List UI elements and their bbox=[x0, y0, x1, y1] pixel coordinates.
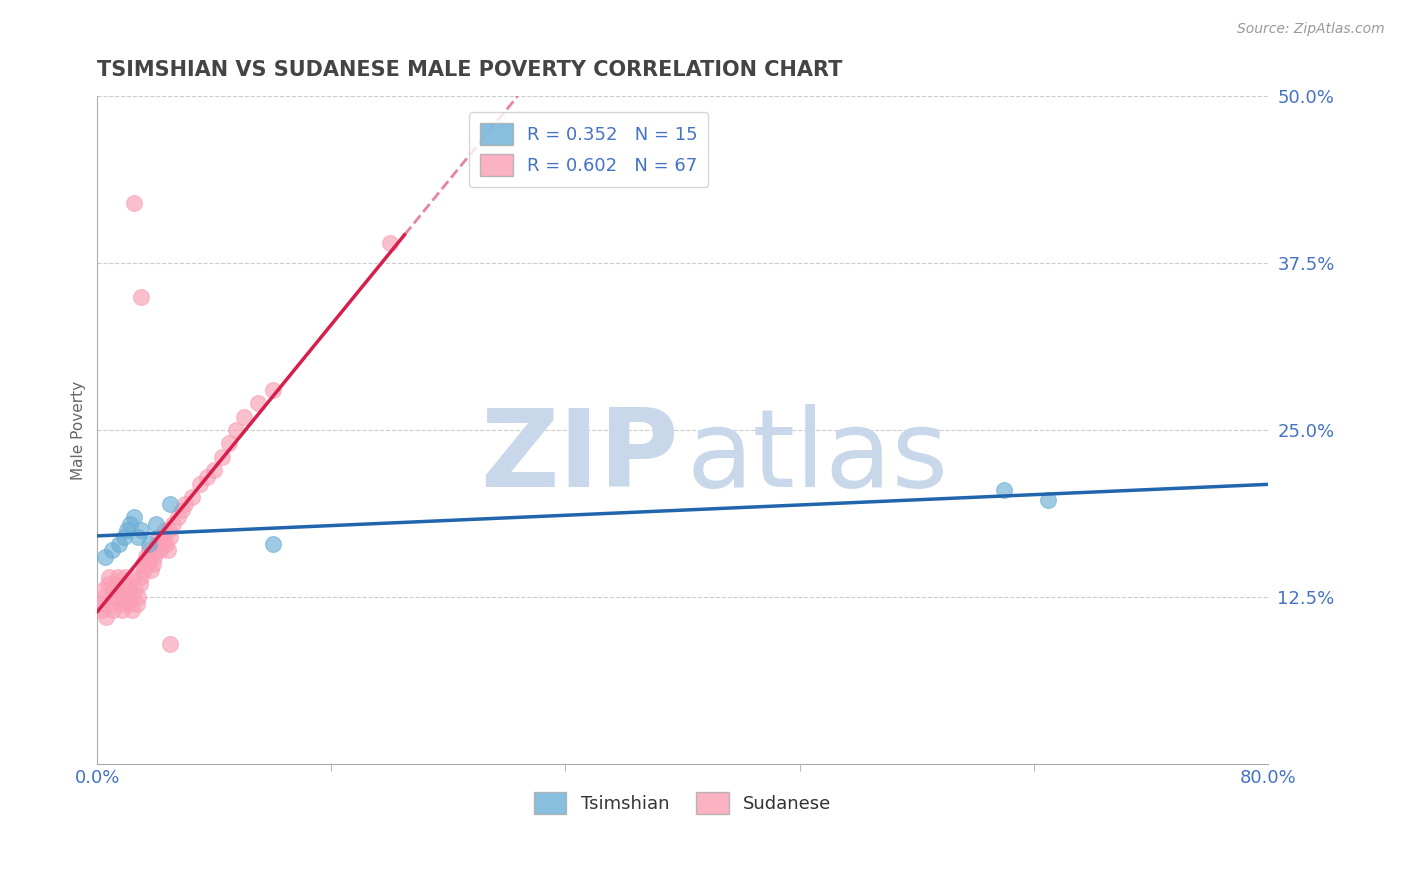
Point bbox=[148, 530, 170, 544]
Text: atlas: atlas bbox=[686, 404, 948, 510]
Point bbox=[188, 476, 211, 491]
Point bbox=[105, 576, 128, 591]
Point bbox=[150, 536, 173, 550]
Point bbox=[127, 530, 149, 544]
Point bbox=[121, 603, 143, 617]
Point bbox=[181, 490, 204, 504]
Point bbox=[136, 557, 159, 571]
Text: Source: ZipAtlas.com: Source: ZipAtlas.com bbox=[1237, 22, 1385, 37]
Point bbox=[125, 597, 148, 611]
Point bbox=[247, 396, 270, 410]
Point bbox=[101, 543, 124, 558]
Point bbox=[115, 523, 138, 537]
Point bbox=[138, 543, 160, 558]
Point bbox=[90, 603, 112, 617]
Point bbox=[145, 516, 167, 531]
Point bbox=[114, 570, 136, 584]
Point bbox=[122, 570, 145, 584]
Point bbox=[89, 597, 111, 611]
Text: ZIP: ZIP bbox=[481, 404, 679, 510]
Point bbox=[174, 497, 197, 511]
Point bbox=[135, 549, 157, 564]
Point bbox=[1038, 492, 1060, 507]
Point bbox=[146, 536, 169, 550]
Point bbox=[157, 523, 180, 537]
Point bbox=[149, 543, 172, 558]
Point bbox=[122, 196, 145, 211]
Point bbox=[155, 536, 177, 550]
Point bbox=[142, 557, 165, 571]
Point bbox=[211, 450, 233, 464]
Point bbox=[195, 470, 218, 484]
Point bbox=[122, 509, 145, 524]
Point bbox=[145, 543, 167, 558]
Text: TSIMSHIAN VS SUDANESE MALE POVERTY CORRELATION CHART: TSIMSHIAN VS SUDANESE MALE POVERTY CORRE… bbox=[97, 60, 842, 79]
Point bbox=[141, 563, 163, 577]
Point bbox=[143, 549, 166, 564]
Point bbox=[91, 583, 114, 598]
Point bbox=[159, 497, 181, 511]
Point bbox=[108, 583, 131, 598]
Point bbox=[138, 536, 160, 550]
Point bbox=[97, 576, 120, 591]
Point bbox=[118, 516, 141, 531]
Point bbox=[103, 603, 125, 617]
Point bbox=[118, 583, 141, 598]
Point bbox=[129, 523, 152, 537]
Point bbox=[172, 503, 194, 517]
Point bbox=[152, 530, 174, 544]
Point bbox=[202, 463, 225, 477]
Point bbox=[117, 597, 139, 611]
Point bbox=[218, 436, 240, 450]
Point bbox=[104, 590, 127, 604]
Point bbox=[156, 543, 179, 558]
Point bbox=[124, 583, 146, 598]
Point bbox=[128, 576, 150, 591]
Point bbox=[129, 570, 152, 584]
Point bbox=[108, 536, 131, 550]
Point bbox=[101, 583, 124, 598]
Point bbox=[98, 570, 121, 584]
Point bbox=[112, 590, 135, 604]
Point bbox=[162, 516, 184, 531]
Legend: Tsimshian, Sudanese: Tsimshian, Sudanese bbox=[526, 785, 838, 822]
Point bbox=[93, 590, 115, 604]
Y-axis label: Male Poverty: Male Poverty bbox=[72, 381, 86, 480]
Point bbox=[131, 557, 153, 571]
Point bbox=[139, 549, 162, 564]
Point bbox=[100, 597, 122, 611]
Point bbox=[115, 576, 138, 591]
Point bbox=[262, 536, 284, 550]
Point bbox=[993, 483, 1015, 498]
Point bbox=[262, 383, 284, 397]
Point bbox=[378, 236, 401, 251]
Point bbox=[120, 590, 142, 604]
Point bbox=[111, 603, 134, 617]
Point bbox=[166, 509, 188, 524]
Point bbox=[159, 637, 181, 651]
Point bbox=[129, 290, 152, 304]
Point bbox=[127, 590, 149, 604]
Point bbox=[134, 563, 156, 577]
Point bbox=[107, 570, 129, 584]
Point bbox=[112, 530, 135, 544]
Point bbox=[93, 549, 115, 564]
Point bbox=[110, 597, 132, 611]
Point bbox=[225, 423, 247, 437]
Point bbox=[159, 530, 181, 544]
Point bbox=[94, 610, 117, 624]
Point bbox=[232, 409, 254, 424]
Point bbox=[153, 523, 176, 537]
